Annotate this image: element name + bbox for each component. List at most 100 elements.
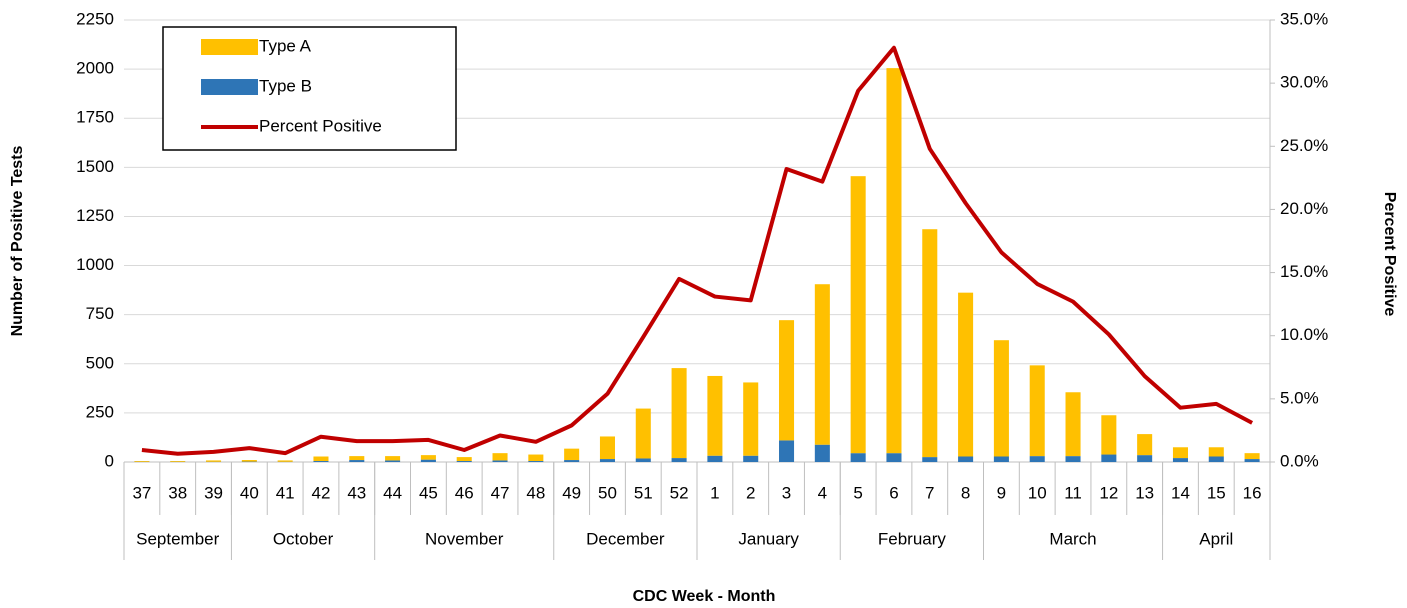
bar bbox=[277, 460, 293, 462]
bar bbox=[170, 461, 186, 462]
x-tick-label: 40 bbox=[240, 483, 259, 502]
y-tick-label: 1750 bbox=[76, 108, 114, 127]
legend-label: Type B bbox=[259, 76, 312, 95]
y2-tick-label: 25.0% bbox=[1280, 136, 1328, 155]
legend-swatch bbox=[201, 39, 258, 55]
bar bbox=[349, 460, 365, 462]
bar bbox=[599, 436, 615, 460]
bar bbox=[456, 457, 472, 462]
x-tick-label: 8 bbox=[961, 483, 970, 502]
y-tick-label: 2250 bbox=[76, 9, 114, 28]
x-tick-label: 5 bbox=[853, 483, 862, 502]
bar bbox=[1101, 415, 1117, 455]
bar bbox=[743, 382, 759, 456]
bar bbox=[528, 461, 544, 462]
bar bbox=[1029, 456, 1045, 462]
x-tick-label: 42 bbox=[312, 483, 331, 502]
bar bbox=[743, 455, 759, 462]
x-tick-label: 39 bbox=[204, 483, 223, 502]
bar bbox=[599, 459, 615, 462]
legend-label: Percent Positive bbox=[259, 116, 382, 135]
legend-swatch bbox=[201, 79, 258, 95]
group-label: December bbox=[586, 529, 665, 548]
x-tick-label: 43 bbox=[347, 483, 366, 502]
bar bbox=[635, 458, 651, 462]
bar bbox=[1244, 459, 1260, 462]
bar bbox=[206, 460, 222, 462]
bar bbox=[564, 448, 580, 461]
bar bbox=[707, 375, 723, 456]
group-label: February bbox=[878, 529, 947, 548]
x-tick-label: 16 bbox=[1243, 483, 1262, 502]
bar bbox=[420, 455, 436, 460]
x-tick-label: 48 bbox=[526, 483, 545, 502]
x-tick-label: 12 bbox=[1099, 483, 1118, 502]
x-tick-label: 9 bbox=[997, 483, 1006, 502]
bar bbox=[779, 440, 795, 462]
bar bbox=[241, 460, 257, 462]
bar bbox=[850, 453, 866, 462]
y-tick-label: 1500 bbox=[76, 157, 114, 176]
bar bbox=[958, 292, 974, 457]
bar bbox=[1208, 456, 1224, 462]
legend-label: Type A bbox=[259, 36, 312, 55]
y-tick-label: 250 bbox=[86, 402, 114, 421]
bar bbox=[1065, 392, 1081, 457]
x-tick-label: 11 bbox=[1064, 483, 1082, 502]
x-tick-label: 7 bbox=[925, 483, 934, 502]
bar bbox=[349, 456, 365, 461]
x-tick-label: 13 bbox=[1135, 483, 1154, 502]
y2-tick-label: 10.0% bbox=[1280, 325, 1328, 344]
x-tick-label: 46 bbox=[455, 483, 474, 502]
bar bbox=[671, 368, 687, 459]
bar bbox=[779, 320, 795, 441]
x-tick-label: 52 bbox=[670, 483, 689, 502]
bar bbox=[886, 68, 902, 454]
bar bbox=[1101, 454, 1117, 462]
group-label: January bbox=[738, 529, 799, 548]
bar bbox=[814, 444, 830, 462]
group-label: April bbox=[1199, 529, 1233, 548]
group-label: September bbox=[136, 529, 219, 548]
bar bbox=[958, 456, 974, 462]
x-axis-label: CDC Week - Month bbox=[633, 588, 776, 605]
bar bbox=[922, 457, 938, 462]
x-tick-label: 14 bbox=[1171, 483, 1190, 502]
bar bbox=[814, 284, 830, 445]
bar bbox=[313, 456, 329, 462]
x-tick-label: 6 bbox=[889, 483, 898, 502]
bar bbox=[1065, 456, 1081, 462]
bar bbox=[671, 458, 687, 462]
bar bbox=[635, 408, 651, 459]
bar bbox=[993, 340, 1009, 457]
bar bbox=[564, 460, 580, 462]
y-tick-label: 1000 bbox=[76, 255, 114, 274]
bar bbox=[313, 461, 329, 462]
bar bbox=[922, 229, 938, 458]
x-tick-label: 4 bbox=[818, 483, 827, 502]
x-tick-label: 51 bbox=[634, 483, 653, 502]
bar bbox=[707, 455, 723, 462]
group-label: November bbox=[425, 529, 504, 548]
bar bbox=[492, 453, 508, 461]
group-label: March bbox=[1049, 529, 1096, 548]
x-tick-label: 50 bbox=[598, 483, 617, 502]
x-tick-label: 3 bbox=[782, 483, 791, 502]
bar bbox=[1208, 447, 1224, 457]
bar bbox=[1172, 458, 1188, 462]
bar bbox=[456, 461, 472, 462]
x-tick-label: 15 bbox=[1207, 483, 1226, 502]
y-tick-label: 750 bbox=[86, 304, 114, 323]
bar bbox=[134, 461, 150, 462]
x-tick-label: 1 bbox=[710, 483, 719, 502]
y2-axis-label: Percent Positive bbox=[1381, 192, 1398, 317]
y2-tick-label: 30.0% bbox=[1280, 73, 1328, 92]
x-tick-label: 45 bbox=[419, 483, 438, 502]
bar bbox=[1244, 453, 1260, 460]
bar bbox=[1137, 455, 1153, 462]
x-tick-label: 44 bbox=[383, 483, 402, 502]
x-tick-label: 37 bbox=[132, 483, 151, 502]
y2-tick-label: 0.0% bbox=[1280, 451, 1319, 470]
bar bbox=[850, 176, 866, 454]
